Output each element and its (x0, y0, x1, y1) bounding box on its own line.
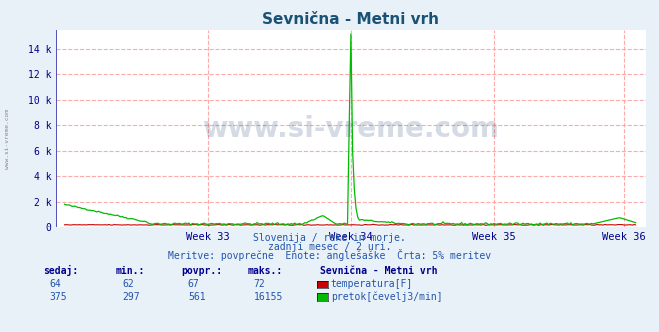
Text: povpr.:: povpr.: (181, 266, 222, 276)
Text: Sevnična - Metni vrh: Sevnična - Metni vrh (320, 266, 437, 276)
Text: pretok[čevelj3/min]: pretok[čevelj3/min] (331, 291, 442, 302)
Text: zadnji mesec / 2 uri.: zadnji mesec / 2 uri. (268, 242, 391, 252)
Text: min.:: min.: (115, 266, 145, 276)
Text: Meritve: povprečne  Enote: anglešaške  Črta: 5% meritev: Meritve: povprečne Enote: anglešaške Črt… (168, 249, 491, 261)
Text: 62: 62 (122, 279, 134, 289)
Text: 375: 375 (49, 292, 67, 302)
Text: temperatura[F]: temperatura[F] (331, 279, 413, 289)
Text: Slovenija / reke in morje.: Slovenija / reke in morje. (253, 233, 406, 243)
Text: 67: 67 (188, 279, 200, 289)
Text: sedaj:: sedaj: (43, 265, 78, 276)
Title: Sevnična - Metni vrh: Sevnična - Metni vrh (262, 12, 440, 27)
Text: www.si-vreme.com: www.si-vreme.com (5, 110, 11, 169)
Text: 16155: 16155 (254, 292, 283, 302)
Text: 64: 64 (49, 279, 61, 289)
Text: maks.:: maks.: (247, 266, 282, 276)
Text: 72: 72 (254, 279, 266, 289)
Text: 561: 561 (188, 292, 206, 302)
Text: 297: 297 (122, 292, 140, 302)
Text: www.si-vreme.com: www.si-vreme.com (202, 115, 500, 143)
